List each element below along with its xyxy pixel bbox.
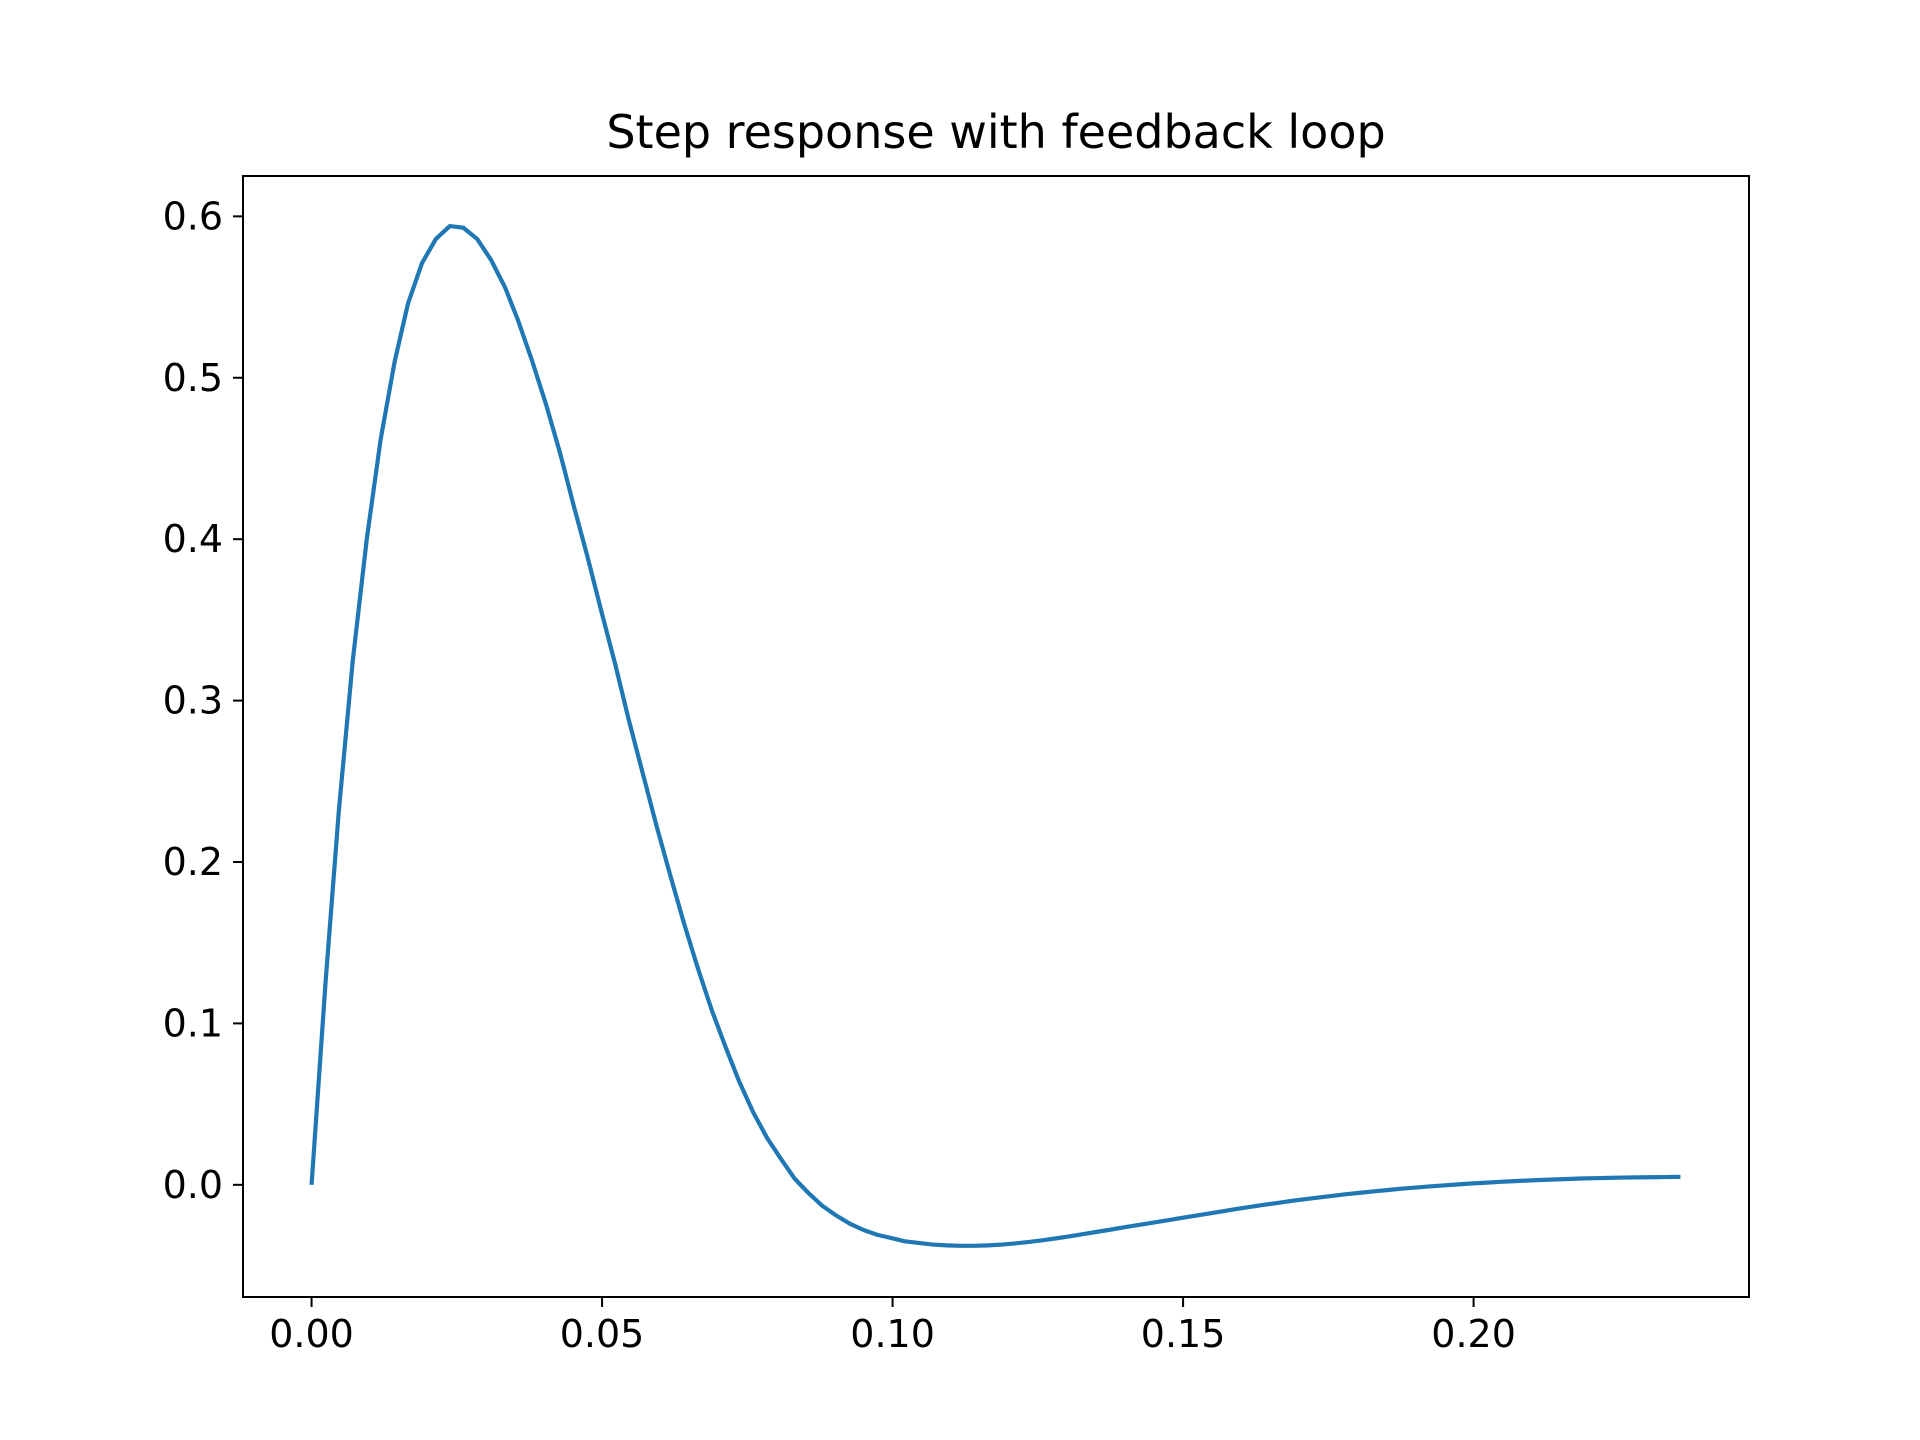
series-layer — [309, 223, 1681, 1248]
chart-title: Step response with feedback loop — [606, 105, 1385, 159]
y-tick-label: 0.6 — [163, 194, 223, 238]
x-axis-ticks: 0.00 0.05 0.10 0.15 0.20 — [269, 1297, 1516, 1356]
axes-frame — [242, 175, 1750, 1298]
y-tick-label: 0.1 — [163, 1001, 223, 1045]
y-axis-ticks: 0.0 0.1 0.2 0.3 0.4 0.5 0.6 — [163, 194, 243, 1207]
x-tick-label: 0.00 — [269, 1312, 354, 1356]
x-tick-label: 0.15 — [1141, 1312, 1226, 1356]
x-tick-label: 0.05 — [560, 1312, 645, 1356]
y-tick-label: 0.4 — [163, 517, 223, 561]
y-tick-label: 0.0 — [163, 1163, 223, 1207]
x-tick-label: 0.10 — [850, 1312, 935, 1356]
y-tick-label: 0.2 — [163, 840, 223, 884]
y-tick-label: 0.3 — [163, 679, 223, 723]
series-line-0 — [309, 223, 1681, 1248]
y-tick-label: 0.5 — [163, 356, 223, 400]
x-tick-label: 0.20 — [1431, 1312, 1516, 1356]
